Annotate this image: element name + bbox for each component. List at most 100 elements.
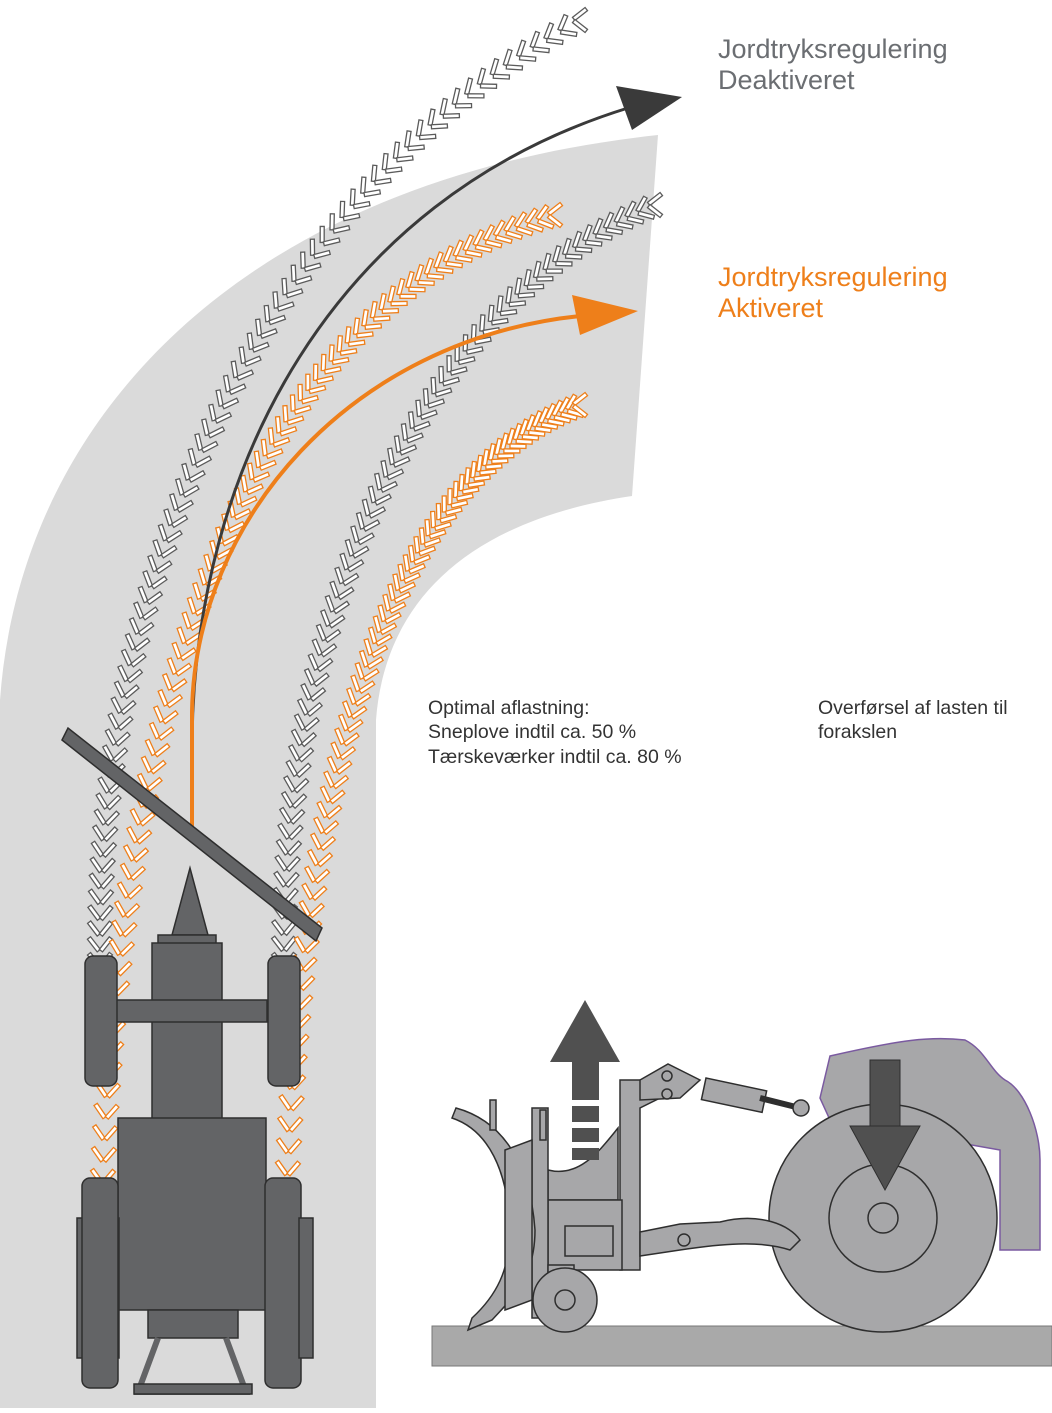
tread-gray-inner <box>380 459 389 478</box>
tread-orange-outer <box>474 244 493 254</box>
plough-flag <box>489 1099 497 1131</box>
tread-gray-inner <box>536 276 554 282</box>
tread-gray-inner <box>526 283 545 290</box>
tread-gray-inner <box>373 472 383 491</box>
tread-gray-inner <box>592 217 604 236</box>
tread-gray-outer <box>427 108 436 127</box>
hydraulic-cylinder <box>700 1077 768 1114</box>
tread-gray-outer <box>373 177 392 186</box>
tread-gray-outer <box>98 920 114 938</box>
tread-orange-outer <box>395 277 406 296</box>
tread-orange-outer <box>174 662 193 677</box>
tread-orange-outer <box>161 709 179 725</box>
tread-gray-inner <box>270 935 286 953</box>
tread-orange-outer <box>126 825 139 844</box>
tread-orange-inner <box>424 518 431 537</box>
tread-gray-outer <box>415 119 424 138</box>
tread-gray-outer <box>339 200 346 219</box>
tread-orange-outer <box>344 326 352 344</box>
tread-orange-outer <box>179 647 197 662</box>
tread-orange-outer <box>432 251 444 270</box>
label-transfer-line1: Overførsel af lasten til <box>818 697 1008 719</box>
tread-orange-inner <box>439 513 458 524</box>
tread-orange-inner <box>276 1115 292 1133</box>
tread-gray-inner <box>438 365 445 384</box>
tread-gray-inner <box>303 716 320 733</box>
tread-orange-outer <box>312 363 319 381</box>
tread-orange-outer <box>404 270 415 289</box>
tread-gray-inner <box>449 366 468 376</box>
tread-gray-outer <box>263 304 271 323</box>
tread-gray-outer <box>132 601 145 620</box>
rear-hitch-bar <box>133 1383 253 1395</box>
tread-gray-outer <box>105 794 122 811</box>
tread-gray-inner <box>328 614 346 629</box>
label-activated-line2: Aktiveret <box>718 293 824 324</box>
tread-gray-inner <box>357 532 375 546</box>
tread-gray-outer <box>251 341 270 353</box>
tread-gray-outer <box>117 664 130 683</box>
tread-orange-inner <box>418 545 437 557</box>
tread-orange-outer <box>364 323 383 331</box>
tread-gray-outer <box>309 238 316 256</box>
tread-orange-inner <box>534 425 552 434</box>
tread-orange-outer <box>426 273 445 280</box>
load-arrow <box>849 1059 921 1192</box>
tread-gray-outer <box>101 744 115 762</box>
tread-gray-inner <box>282 775 297 793</box>
tread-orange-inner <box>493 437 503 456</box>
tread-orange-inner <box>464 467 471 485</box>
tread-orange-outer <box>454 254 473 263</box>
tread-gray-outer <box>200 440 219 454</box>
tread-orange-outer <box>111 919 125 937</box>
tread-gray-inner <box>324 628 342 644</box>
tread-orange-outer <box>445 260 464 269</box>
tread-orange-inner <box>433 521 452 532</box>
tread-gray-outer <box>102 826 119 843</box>
tread-orange-outer <box>323 365 342 375</box>
tractor-hood <box>151 942 223 1134</box>
tread-gray-outer <box>93 808 108 826</box>
tread-gray-outer <box>543 22 555 41</box>
tread-orange-outer <box>390 300 408 307</box>
hydraulic-pin <box>792 1099 810 1117</box>
tread-orange-outer <box>505 230 524 241</box>
tread-gray-inner <box>320 643 338 658</box>
label-transfer-line2: forakslen <box>818 721 898 744</box>
tread-gray-outer <box>230 360 239 379</box>
tread-gray-inner <box>635 195 649 214</box>
tread-orange-inner <box>441 495 447 513</box>
tread-gray-outer <box>384 166 403 174</box>
tread-orange-inner <box>325 804 343 820</box>
tread-orange-outer <box>186 596 198 615</box>
tread-gray-outer <box>281 277 288 296</box>
tread-orange-outer <box>297 383 304 402</box>
tread-orange-outer <box>116 881 130 899</box>
tread-orange-outer <box>245 483 264 496</box>
tread-orange-inner <box>362 668 380 682</box>
tread-orange-inner <box>350 674 361 693</box>
tread-orange-outer <box>135 829 153 845</box>
tread-gray-inner <box>273 870 288 888</box>
tread-orange-outer <box>91 1123 106 1142</box>
tread-orange-outer <box>462 234 475 252</box>
tread-orange-outer <box>153 742 171 758</box>
tread-orange-outer <box>267 427 275 445</box>
tread-orange-inner <box>341 700 354 719</box>
tread-gray-inner <box>275 838 290 856</box>
tread-gray-inner <box>490 317 509 326</box>
front-wheel-hub <box>867 1202 899 1234</box>
tread-gray-inner <box>277 822 291 840</box>
tread-gray-inner <box>430 376 437 395</box>
tread-orange-outer <box>286 415 305 426</box>
tread-gray-outer <box>349 188 356 207</box>
label-optimal-line2: Sneplove indtil ca. 50 % <box>428 721 637 744</box>
tread-orange-inner <box>319 785 332 804</box>
tread-gray-inner <box>293 713 307 732</box>
tread-orange-inner <box>345 687 357 706</box>
tread-orange-inner <box>475 454 484 473</box>
tread-gray-inner <box>532 260 542 279</box>
arrowhead-activated <box>572 295 638 335</box>
